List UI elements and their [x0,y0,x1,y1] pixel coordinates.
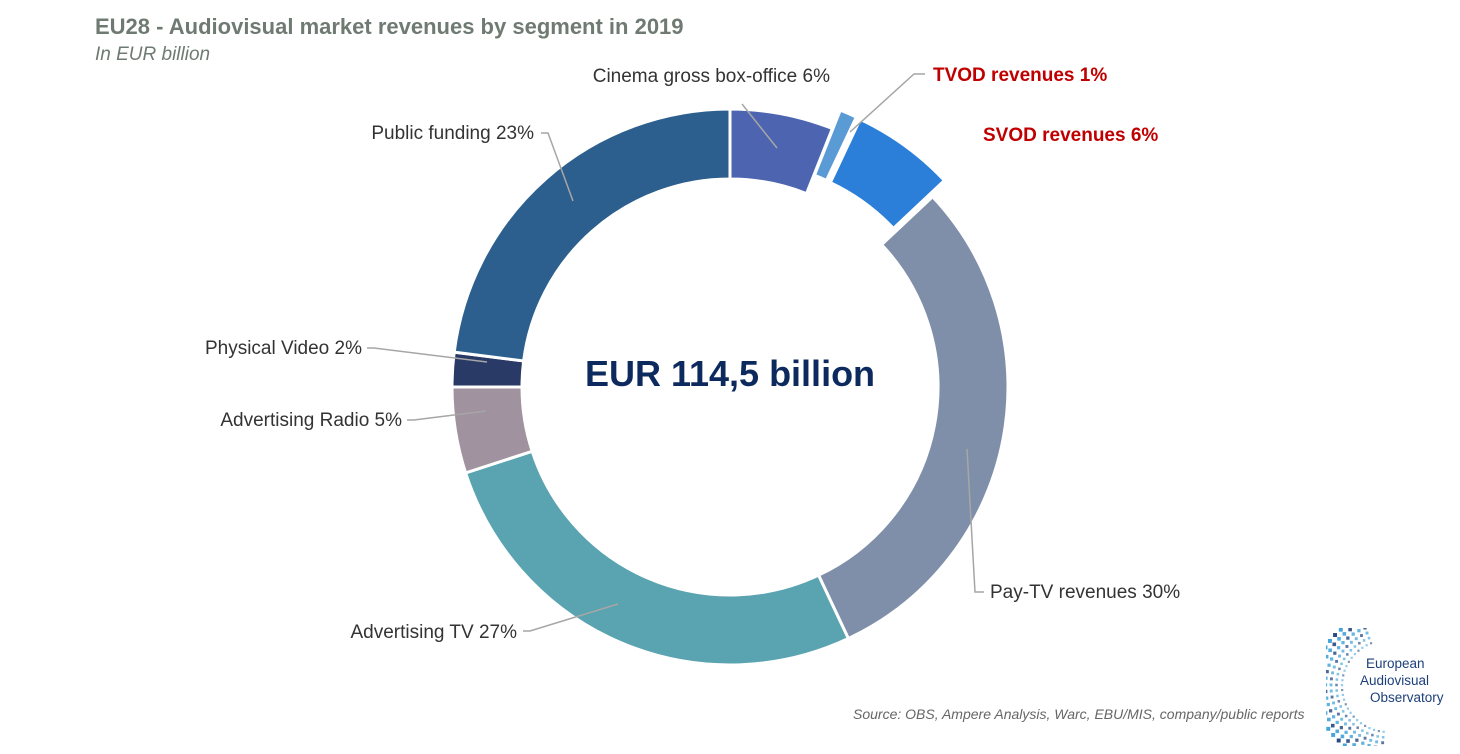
label-pay-tv-revenues: Pay-TV revenues 30% [990,582,1180,603]
label-advertising-tv: Advertising TV 27% [350,622,517,643]
slice-labels: Cinema gross box-office 6% TVOD revenues … [205,65,1180,643]
slice-pay-tv-revenues [816,194,1010,641]
leader-line-advertising-radio [407,410,487,421]
logo-text-line-3: Observatory [1370,690,1444,705]
observatory-logo: European Audiovisual Observatory [1326,628,1460,746]
chart-subtitle: In EUR billion [95,44,211,65]
center-total-label: EUR 114,5 billion [585,353,875,394]
source-note: Source: OBS, Ampere Analysis, Warc, EBU/… [853,706,1305,722]
slice-svod-revenues [828,117,947,231]
logo-text-line-1: European [1366,656,1425,671]
leader-line-physical-video [367,347,488,363]
leader-lines [367,73,984,632]
label-physical-video: Physical Video 2% [205,338,362,359]
label-cinema-gross-box-office: Cinema gross box-office 6% [593,66,830,87]
leader-line-tvod-revenues [849,73,925,133]
leader-line-public-funding [541,132,574,202]
label-tvod-revenues: TVOD revenues 1% [933,65,1107,86]
slice-tvod-revenues [812,108,859,183]
slice-public-funding [452,107,732,363]
logo-text-line-2: Audiovisual [1360,673,1430,688]
logo-mark-icon [1326,628,1385,746]
label-public-funding: Public funding 23% [371,123,534,144]
donut-slices [450,107,1010,667]
leader-line-cinema-gross-box-office [741,103,778,149]
slice-advertising-tv [463,449,851,667]
label-advertising-radio: Advertising Radio 5% [220,410,402,431]
chart-title: EU28 - Audiovisual market revenues by se… [95,14,684,39]
leader-line-advertising-tv [523,603,619,632]
label-svod-revenues: SVOD revenues 6% [983,125,1158,146]
leader-line-pay-tv-revenues [966,448,984,593]
slice-cinema-gross-box-office [728,107,835,196]
